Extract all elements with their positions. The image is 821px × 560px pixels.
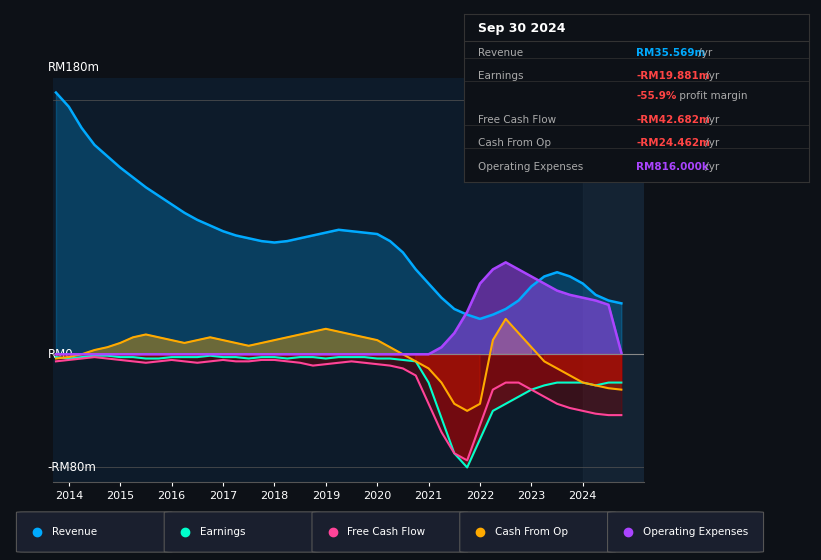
Text: profit margin: profit margin bbox=[676, 91, 747, 101]
Text: RM180m: RM180m bbox=[48, 62, 99, 74]
Text: Earnings: Earnings bbox=[478, 71, 523, 81]
FancyBboxPatch shape bbox=[164, 512, 320, 552]
Text: Revenue: Revenue bbox=[478, 48, 523, 58]
FancyBboxPatch shape bbox=[16, 512, 172, 552]
Text: Cash From Op: Cash From Op bbox=[478, 138, 551, 148]
Text: RM35.569m: RM35.569m bbox=[636, 48, 706, 58]
Text: Earnings: Earnings bbox=[200, 527, 245, 537]
Text: Free Cash Flow: Free Cash Flow bbox=[478, 115, 556, 125]
Text: Operating Expenses: Operating Expenses bbox=[478, 162, 583, 172]
Text: /yr: /yr bbox=[695, 48, 713, 58]
Text: RM816.000k: RM816.000k bbox=[636, 162, 709, 172]
Bar bbox=[583, 78, 644, 482]
FancyBboxPatch shape bbox=[312, 512, 468, 552]
Text: Operating Expenses: Operating Expenses bbox=[643, 527, 748, 537]
Text: Cash From Op: Cash From Op bbox=[495, 527, 568, 537]
Text: Revenue: Revenue bbox=[52, 527, 97, 537]
Text: -RM42.682m: -RM42.682m bbox=[636, 115, 710, 125]
FancyBboxPatch shape bbox=[460, 512, 616, 552]
Text: /yr: /yr bbox=[702, 162, 719, 172]
Text: /yr: /yr bbox=[702, 71, 719, 81]
Text: Free Cash Flow: Free Cash Flow bbox=[347, 527, 425, 537]
Text: -RM80m: -RM80m bbox=[48, 461, 96, 474]
FancyBboxPatch shape bbox=[608, 512, 764, 552]
Text: -RM19.881m: -RM19.881m bbox=[636, 71, 710, 81]
Text: /yr: /yr bbox=[702, 138, 719, 148]
Text: /yr: /yr bbox=[702, 115, 719, 125]
Text: Sep 30 2024: Sep 30 2024 bbox=[478, 22, 565, 35]
Text: -RM24.462m: -RM24.462m bbox=[636, 138, 710, 148]
Text: RM0: RM0 bbox=[48, 348, 73, 361]
Text: -55.9%: -55.9% bbox=[636, 91, 677, 101]
